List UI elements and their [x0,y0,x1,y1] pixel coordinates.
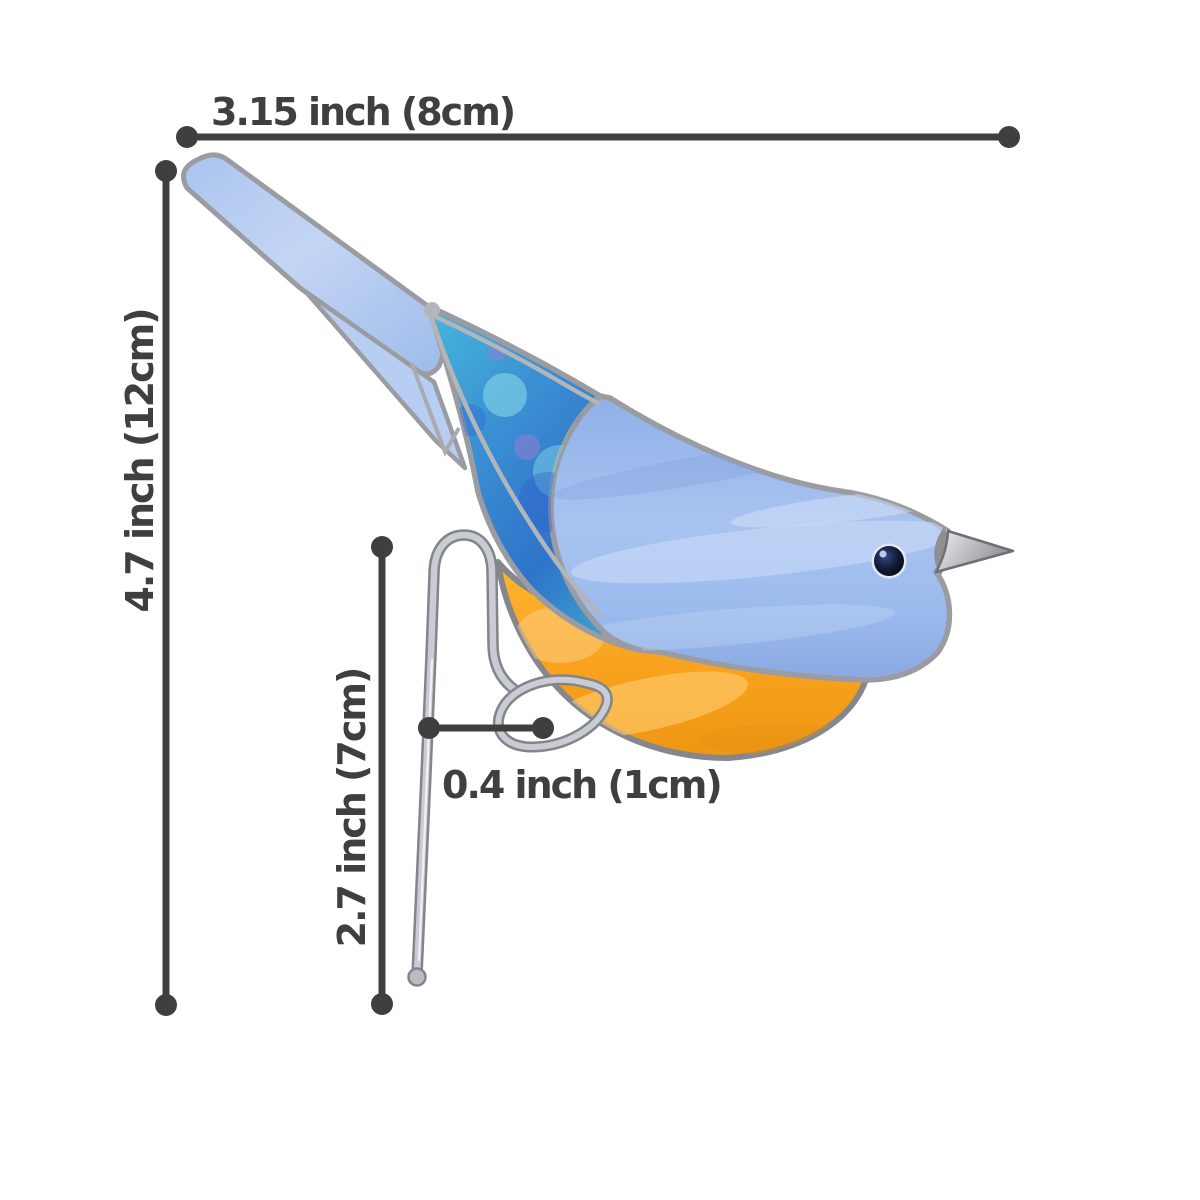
gap-dimension-label: 0.4 inch (1cm) [442,763,723,807]
wing-feather-solder-line-2 [428,316,604,618]
height-dimension-label: 4.7 inch (12cm) [118,309,162,613]
stake-wire [407,529,613,987]
stake-main-rod [407,529,521,987]
height-dimension-line [155,160,177,1016]
wing-feather-solder-line-1 [431,312,602,407]
width-dimension-label: 3.15 inch (8cm) [211,90,516,134]
bird-eye [871,543,907,579]
wing-solder-joint [424,302,440,318]
bird-undertail [303,289,468,471]
width-dimension-line [176,126,1020,148]
bird-beak [934,527,1015,575]
bird-body [548,393,953,683]
stake-dimension-line [371,536,393,1015]
gap-dimension-line [418,717,554,739]
undertail-solder-line [410,363,461,457]
stake-holder-loop [492,674,613,753]
bird-tail [181,152,451,377]
bird [181,152,1015,761]
stake-dimension-label: 2.7 inch (7cm) [330,668,374,948]
